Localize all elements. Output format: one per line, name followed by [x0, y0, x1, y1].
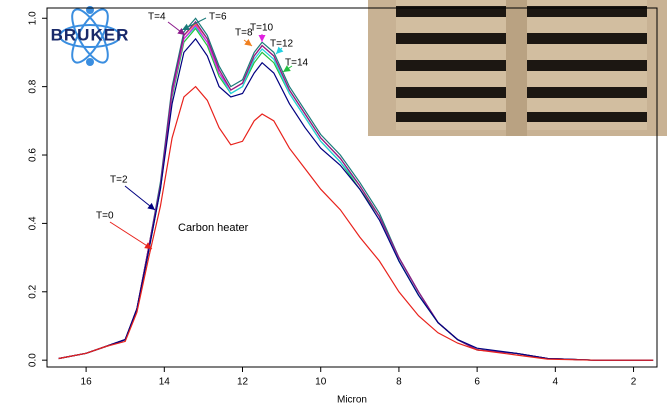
- arrow-head: [182, 23, 190, 30]
- x-tick-label: 4: [553, 377, 559, 388]
- arrow-head: [258, 35, 266, 42]
- y-tick-label: 0.6: [28, 148, 39, 162]
- x-tick-label: 2: [631, 377, 637, 388]
- arrow-head: [144, 242, 152, 249]
- photo-inset: [368, 0, 667, 136]
- series-label: T=8: [235, 28, 253, 39]
- arrow-head: [244, 39, 252, 46]
- arrow-head: [283, 65, 291, 72]
- series-label: T=0: [96, 211, 114, 222]
- series-label: T=6: [209, 12, 227, 23]
- x-tick-label: 14: [159, 377, 171, 388]
- logo-text: BRUKER: [51, 25, 130, 44]
- label-arrow: [109, 221, 153, 250]
- series-label: T=10: [250, 23, 274, 34]
- plot-frame: [46, 7, 658, 368]
- logo-icon: [59, 6, 121, 66]
- series-line: [58, 85, 654, 361]
- series-label: T=12: [270, 39, 294, 50]
- series-label: T=4: [148, 12, 166, 23]
- y-tick-label: 0.2: [28, 284, 39, 298]
- x-tick-label: 16: [81, 377, 93, 388]
- y-tick-label: 1.0: [28, 11, 39, 25]
- y-tick-label: 0.4: [28, 216, 39, 230]
- series-line: [58, 37, 654, 361]
- arrow-head: [147, 202, 155, 210]
- annotation: Carbon heater: [178, 222, 249, 234]
- series-label: T=14: [285, 58, 309, 69]
- x-tick-label: 12: [237, 377, 249, 388]
- x-tick-label: 8: [396, 377, 402, 388]
- arrow-head: [276, 46, 284, 54]
- y-tick-label: 0.0: [28, 353, 39, 367]
- y-tick-label: 0.8: [28, 79, 39, 93]
- x-tick-label: 10: [315, 377, 327, 388]
- x-axis-label: Micron: [337, 395, 367, 406]
- series-label: T=2: [110, 175, 128, 186]
- x-tick-label: 6: [474, 377, 480, 388]
- arrow-head: [177, 27, 185, 35]
